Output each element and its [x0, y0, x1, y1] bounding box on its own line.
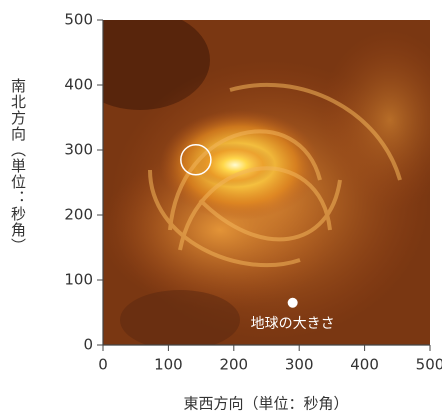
chart: 東西方向（単位：秒角） 0 100 200 300 400 500 0 100 200 300 40…: [0, 0, 442, 417]
earth-dot: [288, 298, 298, 308]
x-tick-label: 100: [154, 356, 183, 374]
x-tick-label: 500: [416, 356, 442, 374]
x-tick-label: 0: [98, 356, 108, 374]
y-axis-label: 南北方向（単位：秒角）: [8, 78, 29, 254]
y-tick-label: 300: [64, 141, 93, 159]
y-tick-label: 400: [64, 76, 93, 94]
y-tick-label: 0: [83, 336, 93, 354]
x-tick-label: 200: [219, 356, 248, 374]
annotation: 地球の大きさ: [251, 316, 335, 332]
y-tick-label: 500: [64, 11, 93, 29]
x-tick-label: 300: [285, 356, 314, 374]
y-tick-label: 100: [64, 271, 93, 289]
y-tick-label: 200: [64, 206, 93, 224]
x-tick-label: 400: [350, 356, 379, 374]
x-axis-label: 東西方向（単位：秒角）: [183, 395, 348, 413]
sun-image: [70, 10, 442, 350]
page: 東西方向（単位：秒角） 0 100 200 300 400 500 0 100 200 300 40…: [0, 0, 442, 417]
